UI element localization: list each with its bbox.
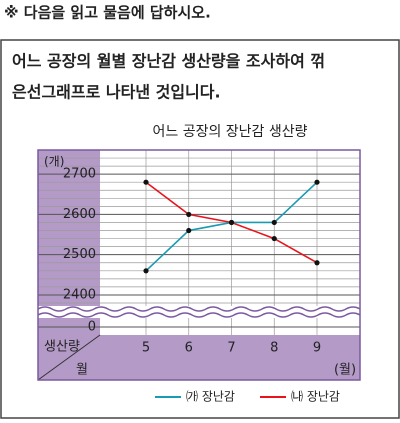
x-tick-label: 8: [270, 341, 278, 356]
question-box: [0, 39, 400, 419]
point: [228, 219, 235, 226]
y-tick-label: 2700: [63, 167, 96, 182]
legend-label: ㈏ 장난감: [291, 390, 340, 404]
x-axis-label: (월): [334, 363, 356, 378]
x-tick-label: 7: [227, 341, 235, 356]
point: [314, 260, 320, 266]
x-tick-label: 6: [185, 341, 193, 356]
frame: [37, 150, 360, 381]
point: [271, 219, 277, 226]
point: [186, 227, 192, 234]
point: [186, 211, 192, 218]
outer-border: [37, 149, 361, 381]
bottom-panel: [38, 335, 360, 380]
instruction: ※ 다음을 읽고 물음에 답하시오.: [4, 4, 211, 22]
axis-break: [37, 306, 361, 318]
chart-title: 어느 공장의 장난감 생산량: [152, 124, 307, 140]
diagonal: [37, 334, 101, 381]
point: [314, 179, 320, 185]
x-tick-label: 9: [313, 341, 321, 356]
point: [143, 268, 149, 274]
y-axis-label: (개): [44, 155, 64, 169]
y-tick-label: 2400: [63, 287, 96, 302]
x-tick-label: 5: [142, 341, 150, 356]
passage-line: 어느 공장의 월별 장난감 생산량을 조사하여 꺾: [12, 52, 325, 71]
break-tick-label: 0: [88, 320, 96, 335]
y-tick-label: 2500: [63, 247, 96, 262]
point: [143, 179, 149, 185]
row-header: 생산량: [44, 340, 80, 355]
row-header: 월: [76, 363, 88, 378]
passage-line: 은선그래프로 나타낸 것입니다.: [12, 83, 221, 102]
legend-label: ㈎ 장난감: [186, 390, 235, 404]
y-tick-label: 2600: [63, 207, 96, 222]
point: [271, 235, 277, 242]
